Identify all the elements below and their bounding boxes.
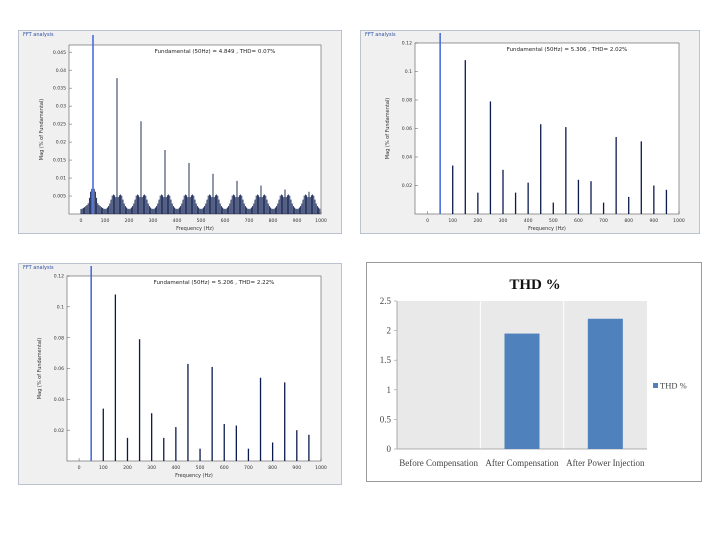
x-tick-label: 800 <box>269 218 278 224</box>
chart-title: Fundamental (50Hz) = 4.849 , THD= 0.07% <box>155 49 276 55</box>
category-label: After Power Injection <box>566 458 645 468</box>
thd-bar <box>504 333 540 449</box>
x-tick-label: 900 <box>293 218 302 224</box>
fft-chart-2: Fundamental (50Hz) = 5.306 , THD= 2.02% 0… <box>385 33 685 232</box>
chart-title: Fundamental (50Hz) = 5.206 , THD= 2.22% <box>154 280 275 286</box>
plot-area <box>66 275 322 462</box>
y-tick-label: 0.06 <box>54 366 64 372</box>
x-tick-label: 300 <box>147 465 156 471</box>
y-tick-label: 0.02 <box>54 428 64 434</box>
panel-tag: FFT analysis <box>23 265 54 271</box>
y-tick-label: 0.12 <box>54 274 64 280</box>
fft-panel-3: Fundamental (50Hz) = 5.206 , THD= 2.22% 0… <box>18 263 342 485</box>
x-tick-label: 600 <box>574 218 583 224</box>
x-tick-label: 0 <box>78 465 81 471</box>
y-tick-label: 0.04 <box>56 68 66 74</box>
x-tick-label: 800 <box>624 218 633 224</box>
x-tick-label: 500 <box>196 465 205 471</box>
chart-title: Fundamental (50Hz) = 5.306 , THD= 2.02% <box>507 47 628 53</box>
x-tick-label: 600 <box>220 465 229 471</box>
x-tick-label: 300 <box>149 218 158 224</box>
x-tick-label: 1000 <box>315 465 327 471</box>
y-tick-label: 0.04 <box>54 397 64 403</box>
y-tick-label: 0.02 <box>56 140 66 146</box>
y-tick-label: 0.02 <box>402 183 412 189</box>
x-tick-label: 500 <box>549 218 558 224</box>
x-axis-label: Frequency (Hz) <box>176 226 214 232</box>
x-tick-label: 300 <box>499 218 508 224</box>
y-tick-label: 0.01 <box>56 176 66 182</box>
fft-panel-2: Fundamental (50Hz) = 5.306 , THD= 2.02% 0… <box>360 30 700 234</box>
x-tick-label: 900 <box>292 465 301 471</box>
y-tick-label: 0.015 <box>53 158 66 164</box>
y-axis-label: Mag (% of Fundamental) <box>385 98 391 160</box>
y-tick-label: 0.12 <box>402 41 412 47</box>
x-tick-label: 700 <box>599 218 608 224</box>
x-tick-label: 0 <box>80 218 83 224</box>
y-tick-label: 0 <box>387 444 392 454</box>
y-tick-label: 2 <box>387 326 392 336</box>
chart-title: THD % <box>509 277 560 293</box>
x-tick-label: 1000 <box>673 218 685 224</box>
x-tick-label: 700 <box>244 465 253 471</box>
plot-area <box>68 44 322 215</box>
x-tick-label: 400 <box>171 465 180 471</box>
x-axis-label: Frequency (Hz) <box>528 226 566 232</box>
y-tick-label: 1.5 <box>380 355 392 365</box>
x-tick-label: 100 <box>99 465 108 471</box>
x-tick-label: 200 <box>473 218 482 224</box>
x-tick-label: 900 <box>649 218 658 224</box>
thd-chart: THD % 0 0.5 1 1.5 2 2.5 Before Compensation Afte… <box>380 277 687 468</box>
y-tick-label: 0.08 <box>54 335 64 341</box>
x-tick-label: 800 <box>268 465 277 471</box>
y-tick-label: 0.5 <box>380 414 392 424</box>
y-tick-label: 0.06 <box>402 126 412 132</box>
y-tick-label: 2.5 <box>380 296 392 306</box>
panel-tag: FFT analysis <box>23 32 54 38</box>
plot-area <box>414 42 680 215</box>
y-axis-label: Mag (% of Fundamental) <box>39 99 45 161</box>
x-tick-label: 700 <box>245 218 254 224</box>
y-tick-label: 0.025 <box>53 122 66 128</box>
x-tick-label: 1000 <box>315 218 327 224</box>
x-tick-label: 200 <box>125 218 134 224</box>
thd-panel: THD % 0 0.5 1 1.5 2 2.5 Before Compensation Afte… <box>366 262 702 482</box>
x-tick-label: 0 <box>426 218 429 224</box>
y-tick-label: 0.1 <box>57 304 64 310</box>
y-tick-label: 0.005 <box>53 194 66 200</box>
fft-chart-3: Fundamental (50Hz) = 5.206 , THD= 2.22% 0… <box>37 266 327 479</box>
x-tick-label: 200 <box>123 465 132 471</box>
x-tick-label: 600 <box>221 218 230 224</box>
thd-bar <box>587 318 623 449</box>
panel-tag: FFT analysis <box>365 32 396 38</box>
y-tick-label: 0.04 <box>402 155 412 161</box>
x-tick-label: 500 <box>197 218 206 224</box>
x-axis-label: Frequency (Hz) <box>175 473 213 479</box>
y-axis-label: Mag (% of Fundamental) <box>37 338 43 400</box>
legend-label: THD % <box>660 381 687 391</box>
fft-chart-1: Fundamental (50Hz) = 4.849 , THD= 0.07% 0… <box>39 35 327 232</box>
y-tick-label: 0.08 <box>402 98 412 104</box>
x-tick-label: 100 <box>101 218 110 224</box>
category-label: Before Compensation <box>399 458 478 468</box>
x-tick-label: 100 <box>448 218 457 224</box>
y-tick-label: 1 <box>387 385 392 395</box>
y-tick-label: 0.1 <box>405 69 412 75</box>
y-tick-label: 0.045 <box>53 50 66 56</box>
legend-swatch <box>653 383 658 388</box>
y-tick-label: 0.035 <box>53 86 66 92</box>
x-tick-label: 400 <box>524 218 533 224</box>
fft-panel-1: Fundamental (50Hz) = 4.849 , THD= 0.07% 0… <box>18 30 342 234</box>
x-tick-label: 400 <box>173 218 182 224</box>
category-label: After Compensation <box>485 458 559 468</box>
y-tick-label: 0.03 <box>56 104 66 110</box>
